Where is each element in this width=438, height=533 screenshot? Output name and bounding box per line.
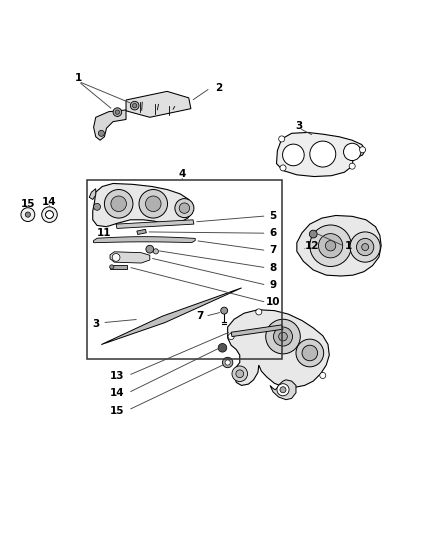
Circle shape [25, 212, 31, 217]
Polygon shape [270, 380, 296, 400]
Circle shape [362, 244, 369, 251]
Circle shape [349, 163, 355, 169]
Text: 7: 7 [269, 246, 277, 255]
Polygon shape [89, 189, 96, 199]
Bar [110, 265, 127, 269]
Circle shape [360, 147, 366, 153]
Circle shape [21, 208, 35, 222]
Circle shape [343, 143, 361, 160]
Polygon shape [137, 229, 146, 235]
Circle shape [232, 366, 247, 382]
Polygon shape [110, 252, 150, 263]
Circle shape [218, 343, 227, 352]
Circle shape [266, 319, 300, 354]
Circle shape [256, 309, 262, 315]
Polygon shape [94, 110, 126, 140]
Circle shape [42, 207, 57, 222]
Polygon shape [101, 288, 242, 344]
Polygon shape [231, 325, 283, 336]
Polygon shape [94, 237, 195, 243]
Text: 8: 8 [269, 263, 277, 273]
Circle shape [325, 240, 336, 251]
Circle shape [350, 232, 380, 262]
Circle shape [115, 110, 120, 114]
Text: 12: 12 [305, 241, 319, 251]
Circle shape [113, 108, 122, 116]
Polygon shape [276, 132, 365, 176]
Text: 6: 6 [269, 228, 277, 238]
Text: 5: 5 [269, 211, 277, 221]
Circle shape [320, 373, 326, 378]
Circle shape [310, 225, 351, 266]
Circle shape [296, 339, 324, 367]
Polygon shape [93, 183, 193, 227]
Text: 1: 1 [75, 74, 82, 83]
Polygon shape [126, 91, 191, 117]
Text: 10: 10 [266, 297, 280, 308]
Text: 14: 14 [42, 198, 57, 207]
Text: 4: 4 [179, 168, 186, 179]
Text: 3: 3 [92, 319, 99, 329]
Circle shape [179, 203, 190, 213]
Circle shape [309, 230, 317, 238]
Circle shape [302, 345, 318, 361]
Circle shape [357, 238, 374, 256]
Text: 11: 11 [97, 228, 112, 238]
Text: 13: 13 [110, 371, 125, 381]
Circle shape [310, 141, 336, 167]
Circle shape [283, 144, 304, 166]
Polygon shape [116, 220, 194, 229]
Circle shape [112, 254, 120, 261]
Circle shape [223, 357, 233, 368]
Circle shape [175, 199, 194, 217]
Text: 14: 14 [110, 388, 125, 398]
Text: 15: 15 [21, 199, 35, 209]
Circle shape [110, 265, 114, 269]
Circle shape [280, 387, 286, 393]
Circle shape [146, 245, 154, 253]
Bar [87, 180, 282, 359]
Circle shape [104, 190, 133, 218]
Circle shape [221, 307, 228, 314]
Circle shape [273, 327, 293, 346]
Circle shape [133, 103, 137, 108]
Circle shape [153, 249, 159, 254]
Text: 1: 1 [345, 241, 352, 251]
Circle shape [145, 196, 161, 212]
Circle shape [279, 332, 287, 341]
Circle shape [279, 136, 285, 142]
Circle shape [236, 370, 244, 378]
Circle shape [131, 101, 139, 110]
Text: 7: 7 [196, 311, 203, 321]
Text: 15: 15 [110, 406, 125, 416]
Circle shape [277, 384, 289, 396]
Circle shape [139, 190, 168, 218]
Text: 2: 2 [215, 83, 223, 93]
Circle shape [228, 334, 234, 340]
Circle shape [46, 211, 53, 219]
Polygon shape [228, 310, 329, 387]
Polygon shape [297, 215, 381, 276]
Circle shape [111, 196, 127, 212]
Text: 3: 3 [295, 121, 303, 131]
Circle shape [99, 130, 104, 136]
Circle shape [280, 165, 286, 171]
Circle shape [225, 360, 230, 365]
Circle shape [94, 204, 100, 211]
Text: 9: 9 [269, 280, 277, 290]
Circle shape [318, 233, 343, 258]
